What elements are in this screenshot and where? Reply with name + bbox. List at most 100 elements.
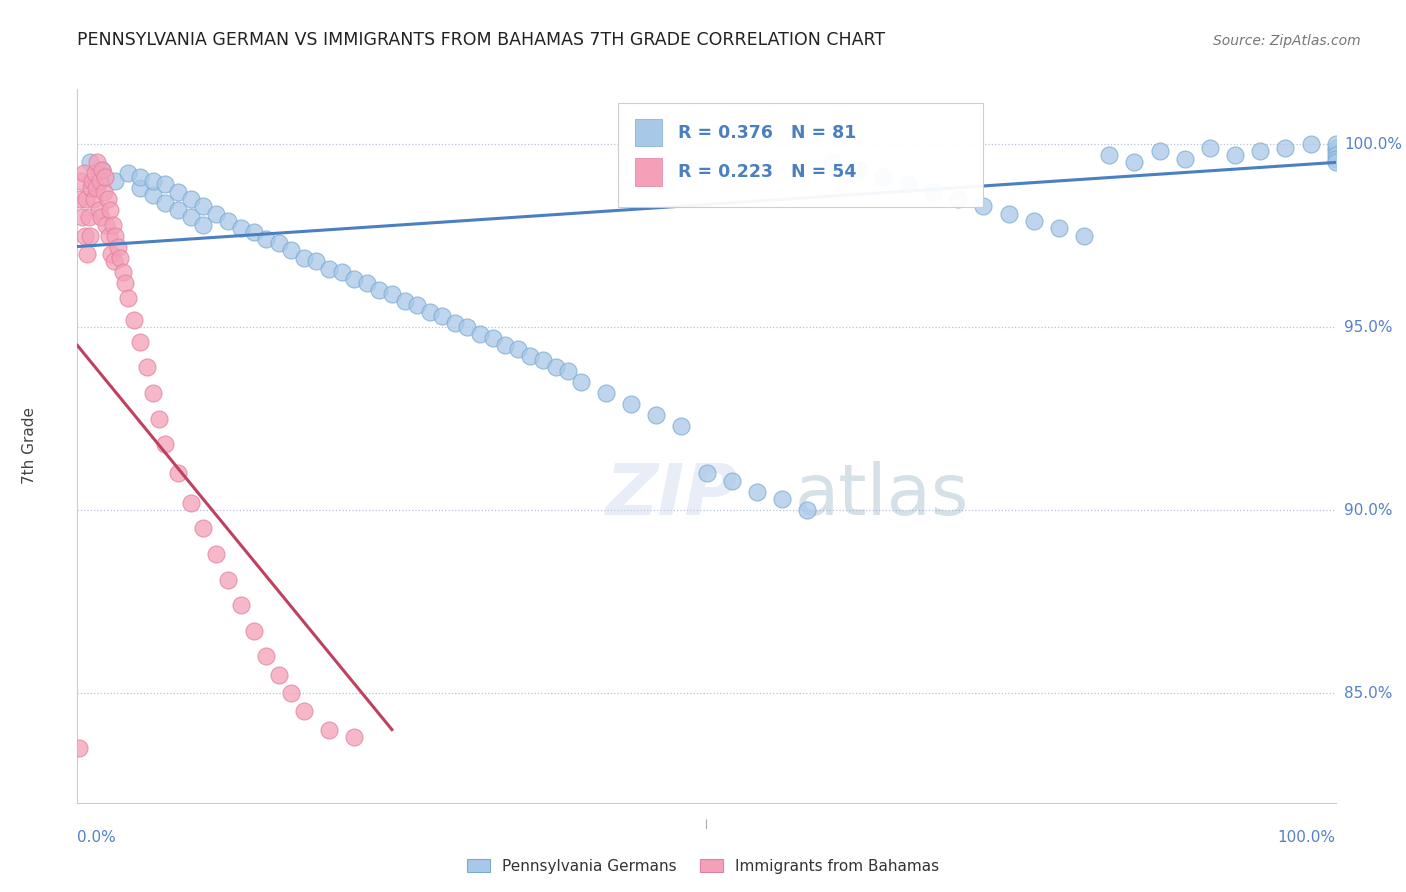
Point — [82, 174, 104, 188]
Point — [406, 298, 429, 312]
Point — [1324, 145, 1347, 159]
Point — [242, 624, 264, 638]
Text: 95.0%: 95.0% — [1344, 319, 1392, 334]
Point — [381, 287, 404, 301]
Point — [142, 188, 165, 202]
Point — [419, 305, 441, 319]
Point — [86, 155, 108, 169]
Point — [84, 166, 107, 180]
Point — [948, 192, 970, 206]
Legend: Pennsylvania Germans, Immigrants from Bahamas: Pennsylvania Germans, Immigrants from Ba… — [461, 853, 945, 880]
Point — [330, 265, 353, 279]
Point — [100, 247, 122, 261]
Point — [1073, 228, 1095, 243]
Text: atlas: atlas — [794, 461, 969, 531]
Point — [204, 547, 226, 561]
Point — [254, 232, 277, 246]
Point — [191, 521, 215, 535]
Point — [1324, 152, 1347, 166]
Text: R = 0.223   N = 54: R = 0.223 N = 54 — [678, 163, 856, 181]
Point — [155, 195, 177, 210]
Point — [897, 178, 920, 192]
Point — [997, 206, 1019, 220]
FancyBboxPatch shape — [619, 103, 983, 207]
Point — [671, 418, 693, 433]
Point — [432, 309, 454, 323]
Point — [101, 218, 124, 232]
Point — [72, 166, 94, 180]
Point — [1274, 141, 1296, 155]
Bar — [634, 120, 662, 146]
Point — [104, 228, 127, 243]
Point — [645, 408, 668, 422]
Point — [720, 474, 742, 488]
Point — [972, 199, 994, 213]
Point — [180, 192, 202, 206]
Point — [506, 342, 529, 356]
Point — [180, 496, 202, 510]
Point — [91, 162, 114, 177]
Point — [104, 174, 127, 188]
Point — [267, 235, 290, 250]
Point — [280, 244, 302, 258]
Point — [1149, 145, 1171, 159]
Point — [167, 202, 190, 217]
Point — [557, 364, 579, 378]
Point — [108, 251, 131, 265]
Point — [75, 192, 97, 206]
Text: 85.0%: 85.0% — [1344, 686, 1392, 700]
Bar — [634, 159, 662, 186]
Point — [1174, 152, 1197, 166]
Point — [114, 276, 136, 290]
Point — [481, 331, 503, 345]
Point — [456, 320, 478, 334]
Point — [1098, 148, 1121, 162]
Point — [821, 155, 844, 169]
Point — [80, 181, 103, 195]
Point — [155, 178, 177, 192]
Point — [292, 251, 315, 265]
Point — [1022, 214, 1045, 228]
Point — [394, 294, 416, 309]
Point — [494, 338, 516, 352]
Text: ZIP: ZIP — [606, 461, 738, 531]
Text: Source: ZipAtlas.com: Source: ZipAtlas.com — [1213, 34, 1361, 48]
Point — [87, 202, 110, 217]
Point — [69, 192, 91, 206]
Point — [1223, 148, 1246, 162]
Point — [229, 221, 252, 235]
Point — [191, 218, 215, 232]
Point — [368, 284, 391, 298]
Text: 7th Grade: 7th Grade — [22, 408, 37, 484]
Text: R = 0.376   N = 81: R = 0.376 N = 81 — [678, 124, 856, 142]
Point — [77, 211, 100, 225]
Point — [89, 174, 111, 188]
Point — [242, 225, 264, 239]
Point — [544, 360, 567, 375]
Point — [67, 740, 90, 755]
Point — [229, 598, 252, 612]
Point — [72, 211, 94, 225]
Point — [180, 211, 202, 225]
Point — [468, 327, 491, 342]
Point — [155, 437, 177, 451]
Point — [93, 185, 115, 199]
Point — [129, 169, 152, 184]
Point — [117, 166, 139, 180]
Point — [79, 228, 101, 243]
Point — [292, 704, 315, 718]
Point — [142, 174, 165, 188]
Point — [318, 261, 340, 276]
Point — [318, 723, 340, 737]
Point — [96, 218, 118, 232]
Point — [191, 199, 215, 213]
Point — [73, 228, 96, 243]
Point — [922, 185, 945, 199]
Text: 100.0%: 100.0% — [1278, 830, 1336, 845]
Text: 0.0%: 0.0% — [77, 830, 117, 845]
Point — [84, 181, 107, 195]
Point — [1324, 137, 1347, 152]
Point — [97, 228, 120, 243]
Point — [90, 211, 112, 225]
Point — [595, 386, 617, 401]
